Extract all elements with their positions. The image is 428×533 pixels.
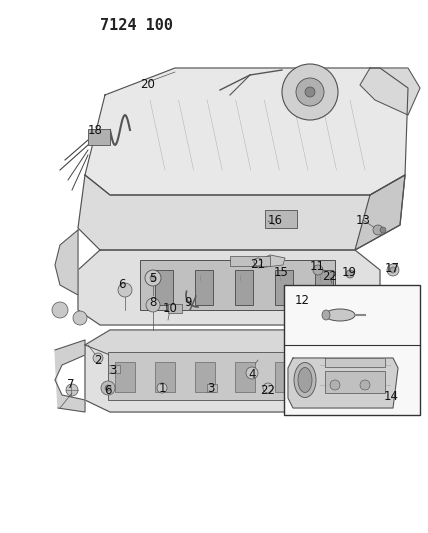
Text: 2: 2 — [94, 353, 102, 367]
Text: 9: 9 — [184, 295, 192, 309]
Text: 11: 11 — [309, 261, 324, 273]
Text: 22: 22 — [323, 271, 338, 284]
Bar — [235, 362, 255, 392]
Bar — [88, 129, 110, 145]
Text: 5: 5 — [149, 272, 157, 286]
Text: 6: 6 — [104, 384, 112, 397]
Circle shape — [380, 227, 386, 233]
Circle shape — [305, 87, 315, 97]
Bar — [235, 270, 253, 305]
Bar — [230, 256, 270, 266]
Bar — [207, 384, 217, 392]
Circle shape — [157, 383, 167, 393]
Text: 17: 17 — [384, 262, 399, 274]
Polygon shape — [85, 68, 408, 195]
Ellipse shape — [294, 362, 316, 398]
Bar — [284, 285, 420, 415]
Circle shape — [105, 385, 111, 391]
Bar — [275, 362, 295, 392]
Polygon shape — [78, 250, 380, 325]
Text: 4: 4 — [248, 368, 256, 382]
Bar — [275, 270, 293, 305]
Circle shape — [330, 380, 340, 390]
Text: 19: 19 — [342, 265, 357, 279]
Polygon shape — [295, 330, 315, 412]
Text: 21: 21 — [250, 259, 265, 271]
Circle shape — [93, 353, 103, 363]
Circle shape — [146, 298, 160, 312]
Bar — [108, 365, 120, 373]
Text: 7: 7 — [67, 378, 75, 392]
Ellipse shape — [322, 310, 330, 320]
Bar — [315, 270, 333, 305]
Text: 18: 18 — [88, 125, 102, 138]
Text: 20: 20 — [140, 77, 155, 91]
Polygon shape — [85, 330, 315, 355]
Circle shape — [145, 270, 161, 286]
Circle shape — [387, 264, 399, 276]
Ellipse shape — [325, 309, 355, 321]
Polygon shape — [360, 68, 420, 115]
Bar — [265, 210, 297, 228]
Bar — [195, 270, 213, 305]
Circle shape — [73, 311, 87, 325]
Polygon shape — [55, 230, 78, 295]
Bar — [325, 371, 385, 393]
Circle shape — [52, 302, 68, 318]
Circle shape — [390, 267, 396, 273]
Bar — [195, 362, 215, 392]
Text: 10: 10 — [163, 303, 178, 316]
Circle shape — [66, 384, 78, 396]
Text: 13: 13 — [356, 214, 371, 227]
Bar — [155, 362, 175, 392]
Circle shape — [246, 367, 258, 379]
Text: 3: 3 — [207, 382, 215, 394]
Text: 6: 6 — [118, 279, 126, 292]
Circle shape — [373, 225, 383, 235]
Circle shape — [101, 381, 115, 395]
Polygon shape — [325, 358, 385, 367]
Text: 16: 16 — [268, 214, 282, 228]
Circle shape — [313, 265, 323, 275]
Bar — [115, 362, 135, 392]
Circle shape — [150, 275, 156, 281]
Bar — [108, 352, 295, 400]
Text: 14: 14 — [383, 390, 398, 402]
Text: 15: 15 — [273, 265, 288, 279]
Bar — [155, 270, 173, 305]
Circle shape — [118, 283, 132, 297]
Bar — [168, 304, 182, 313]
Text: 8: 8 — [149, 295, 157, 309]
Polygon shape — [355, 175, 405, 250]
Circle shape — [263, 383, 273, 393]
Circle shape — [282, 64, 338, 120]
Text: 1: 1 — [158, 382, 166, 394]
Polygon shape — [78, 175, 405, 250]
Circle shape — [254, 258, 262, 266]
Text: 3: 3 — [109, 365, 117, 377]
Polygon shape — [255, 255, 285, 268]
Text: 12: 12 — [294, 294, 309, 306]
Bar — [140, 260, 335, 310]
Circle shape — [346, 270, 354, 278]
Polygon shape — [288, 358, 398, 408]
Circle shape — [296, 78, 324, 106]
Polygon shape — [55, 340, 85, 412]
Text: 7124 100: 7124 100 — [100, 18, 173, 33]
Polygon shape — [85, 330, 315, 412]
Text: 22: 22 — [261, 384, 276, 397]
Ellipse shape — [298, 367, 312, 392]
Circle shape — [360, 380, 370, 390]
